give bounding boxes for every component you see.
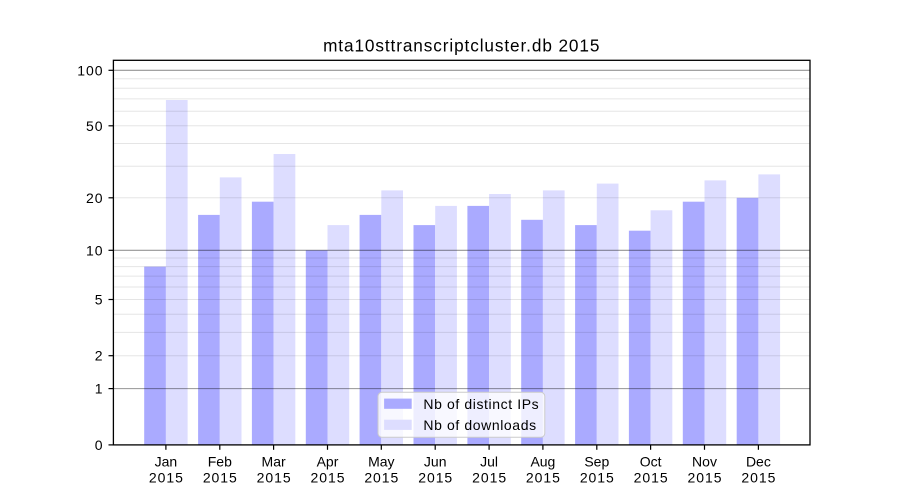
svg-text:May: May	[368, 453, 394, 469]
svg-text:2015: 2015	[364, 469, 399, 485]
svg-text:Apr: Apr	[317, 453, 339, 469]
svg-text:Jan: Jan	[155, 453, 178, 469]
svg-text:10: 10	[86, 242, 103, 258]
svg-text:2015: 2015	[526, 469, 561, 485]
svg-text:2015: 2015	[688, 469, 723, 485]
svg-text:2015: 2015	[580, 469, 615, 485]
svg-text:Nb of downloads: Nb of downloads	[423, 417, 536, 433]
svg-text:mta10sttranscriptcluster.db 20: mta10sttranscriptcluster.db 2015	[323, 35, 600, 55]
svg-text:2015: 2015	[418, 469, 453, 485]
svg-text:2015: 2015	[203, 469, 238, 485]
svg-text:2015: 2015	[149, 469, 184, 485]
svg-text:2015: 2015	[257, 469, 292, 485]
svg-text:5: 5	[95, 292, 104, 308]
svg-text:Sep: Sep	[584, 453, 609, 469]
svg-text:20: 20	[86, 190, 103, 206]
svg-text:0: 0	[95, 437, 104, 453]
svg-text:2: 2	[95, 348, 104, 364]
svg-text:Feb: Feb	[208, 453, 232, 469]
svg-text:Nb of distinct IPs: Nb of distinct IPs	[423, 396, 539, 412]
svg-text:Mar: Mar	[262, 453, 286, 469]
svg-text:2015: 2015	[634, 469, 669, 485]
svg-text:Nov: Nov	[692, 453, 717, 469]
svg-text:Oct: Oct	[640, 453, 662, 469]
svg-text:50: 50	[86, 118, 103, 134]
svg-text:2015: 2015	[472, 469, 507, 485]
svg-text:Aug: Aug	[530, 453, 555, 469]
svg-text:1: 1	[95, 381, 104, 397]
svg-text:2015: 2015	[741, 469, 776, 485]
svg-text:100: 100	[77, 62, 103, 78]
svg-text:Jun: Jun	[424, 453, 447, 469]
svg-text:2015: 2015	[311, 469, 346, 485]
svg-text:Jul: Jul	[480, 453, 498, 469]
svg-text:Dec: Dec	[746, 453, 771, 469]
